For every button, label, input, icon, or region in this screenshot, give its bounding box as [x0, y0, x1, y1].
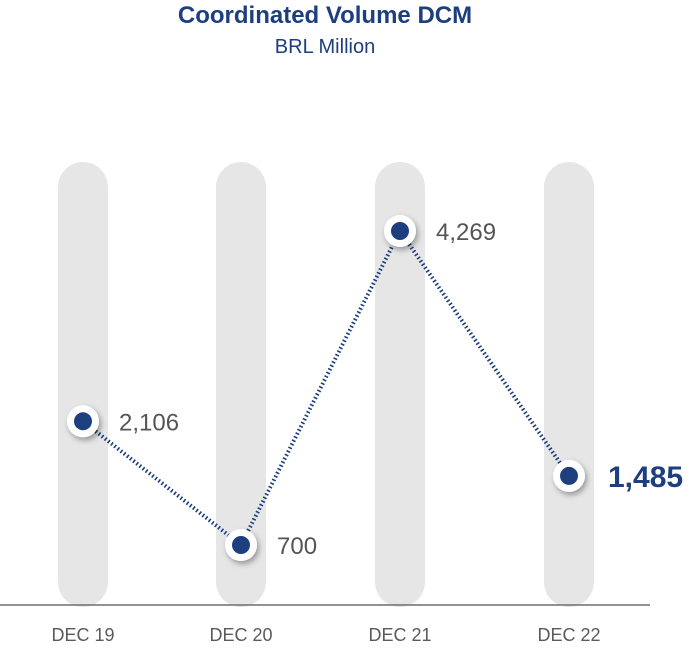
- data-label: 700: [277, 533, 317, 560]
- data-label: 2,106: [119, 409, 179, 436]
- column-capsule: [375, 162, 425, 607]
- data-label: 4,269: [436, 219, 496, 246]
- series-segment: [398, 229, 571, 478]
- series-segment: [239, 230, 402, 546]
- data-point: [232, 536, 250, 554]
- x-tick-label: DEC 21: [368, 625, 431, 645]
- data-point: [560, 466, 578, 485]
- data-point: [74, 412, 92, 431]
- x-tick-label: DEC 20: [209, 625, 272, 645]
- data-label: 1,485: [608, 461, 683, 494]
- column-capsule: [58, 162, 108, 607]
- column-capsule: [544, 162, 594, 607]
- data-point: [391, 222, 409, 240]
- column-capsule: [216, 162, 266, 607]
- x-tick-label: DEC 22: [537, 625, 600, 645]
- chart-title: Coordinated Volume DCM: [177, 2, 473, 29]
- chart-subtitle: BRL Million: [274, 36, 376, 58]
- x-tick-label: DEC 19: [51, 625, 114, 645]
- series-segment: [81, 419, 243, 547]
